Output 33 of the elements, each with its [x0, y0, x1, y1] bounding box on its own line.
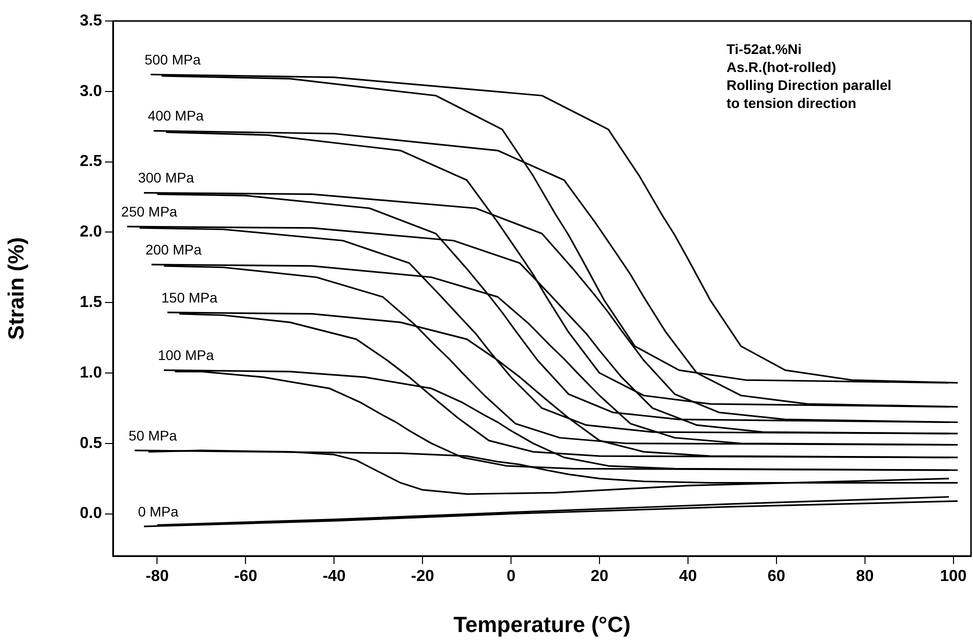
y-tick-label: 0.0 [80, 505, 102, 522]
x-tick-label: 80 [856, 568, 874, 586]
x-tick-label: 20 [590, 568, 608, 586]
series-label: 300 MPa [138, 170, 194, 186]
x-tick-label: -80 [146, 568, 169, 586]
y-tick-label: 1.5 [80, 294, 102, 311]
series-label: 0 MPa [138, 503, 179, 520]
x-tick-label: 0 [506, 568, 516, 586]
x-tick-label: -60 [234, 568, 258, 586]
series-label: 100 MPa [158, 347, 214, 364]
y-tick-label: 0.5 [80, 434, 102, 452]
y-tick-label: 3.5 [80, 12, 102, 30]
series-label: 50 MPa [128, 427, 178, 444]
x-tick-label: 100 [940, 568, 967, 586]
x-axis-title: Temperature (°C) [453, 612, 631, 637]
x-tick-label: -20 [411, 568, 434, 586]
y-tick-label: 1.0 [80, 364, 102, 382]
series-label: 250 MPa [121, 203, 178, 220]
x-tick-label: 40 [679, 568, 697, 586]
y-tick-label: 2.5 [80, 153, 102, 170]
y-tick-label: 3.0 [80, 82, 102, 100]
annotation: Rolling Direction parallel [726, 76, 892, 93]
series-label: 200 MPa [145, 241, 202, 258]
x-tick-label: 60 [768, 568, 786, 586]
annotation: Ti-52at.%Ni [726, 40, 802, 57]
series-label: 150 MPa [161, 289, 218, 306]
series-label: 400 MPa [148, 108, 204, 124]
y-tick-label: 2.0 [80, 224, 102, 241]
y-axis-title: Strain (%) [3, 237, 28, 340]
x-tick-label: -40 [322, 568, 346, 586]
annotation: As.R.(hot-rolled) [726, 58, 836, 75]
series-label: 500 MPa [144, 51, 201, 68]
annotation: to tension direction [726, 94, 856, 111]
